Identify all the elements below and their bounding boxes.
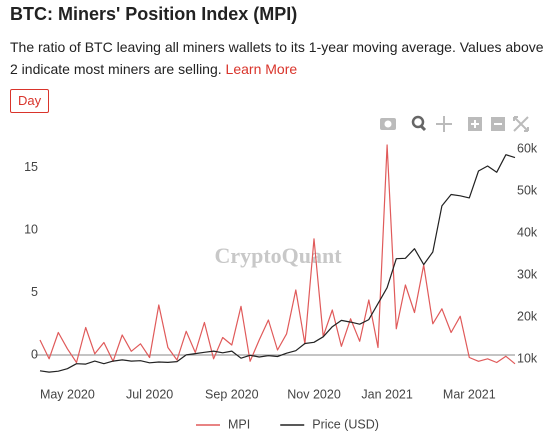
- legend-label: Price (USD): [312, 417, 379, 431]
- y-tick-label: 5: [31, 285, 38, 299]
- y-tick-label: 0: [31, 347, 38, 361]
- x-tick-label: Sep 2020: [205, 387, 259, 401]
- y2-tick-label: 40k: [517, 225, 538, 239]
- y2-tick-label: 50k: [517, 183, 538, 197]
- description: The ratio of BTC leaving all miners wall…: [10, 36, 550, 80]
- y2-tick-label: 30k: [517, 267, 538, 281]
- watermark: CryptoQuant: [214, 243, 342, 268]
- pan-icon[interactable]: [436, 116, 452, 132]
- modebar: [380, 115, 529, 132]
- y2-tick-label: 20k: [517, 309, 538, 323]
- y-tick-label: 15: [24, 160, 38, 174]
- y-tick-label: 10: [24, 222, 38, 236]
- description-text: The ratio of BTC leaving all miners wall…: [10, 39, 544, 77]
- y2-tick-label: 60k: [517, 141, 538, 155]
- range-button[interactable]: Day: [10, 89, 50, 113]
- zoom-out-icon[interactable]: [491, 117, 505, 131]
- legend-label: MPI: [228, 417, 250, 431]
- camera-icon[interactable]: [380, 118, 396, 130]
- zoom-icon[interactable]: [411, 115, 427, 132]
- x-tick-label: Jul 2020: [126, 387, 173, 401]
- learn-more-link[interactable]: Learn More: [225, 61, 298, 77]
- x-tick-label: Nov 2020: [287, 387, 341, 401]
- x-tick-label: Mar 2021: [443, 387, 496, 401]
- series-line: [39, 154, 516, 373]
- x-tick-label: Jan 2021: [361, 387, 412, 401]
- y2-tick-label: 10k: [517, 351, 538, 365]
- zoom-in-icon[interactable]: [468, 117, 482, 131]
- x-tick-label: May 2020: [40, 387, 95, 401]
- series-line: [39, 144, 516, 365]
- autoscale-icon[interactable]: [513, 116, 529, 132]
- page-title: BTC: Miners' Position Index (MPI): [10, 4, 298, 24]
